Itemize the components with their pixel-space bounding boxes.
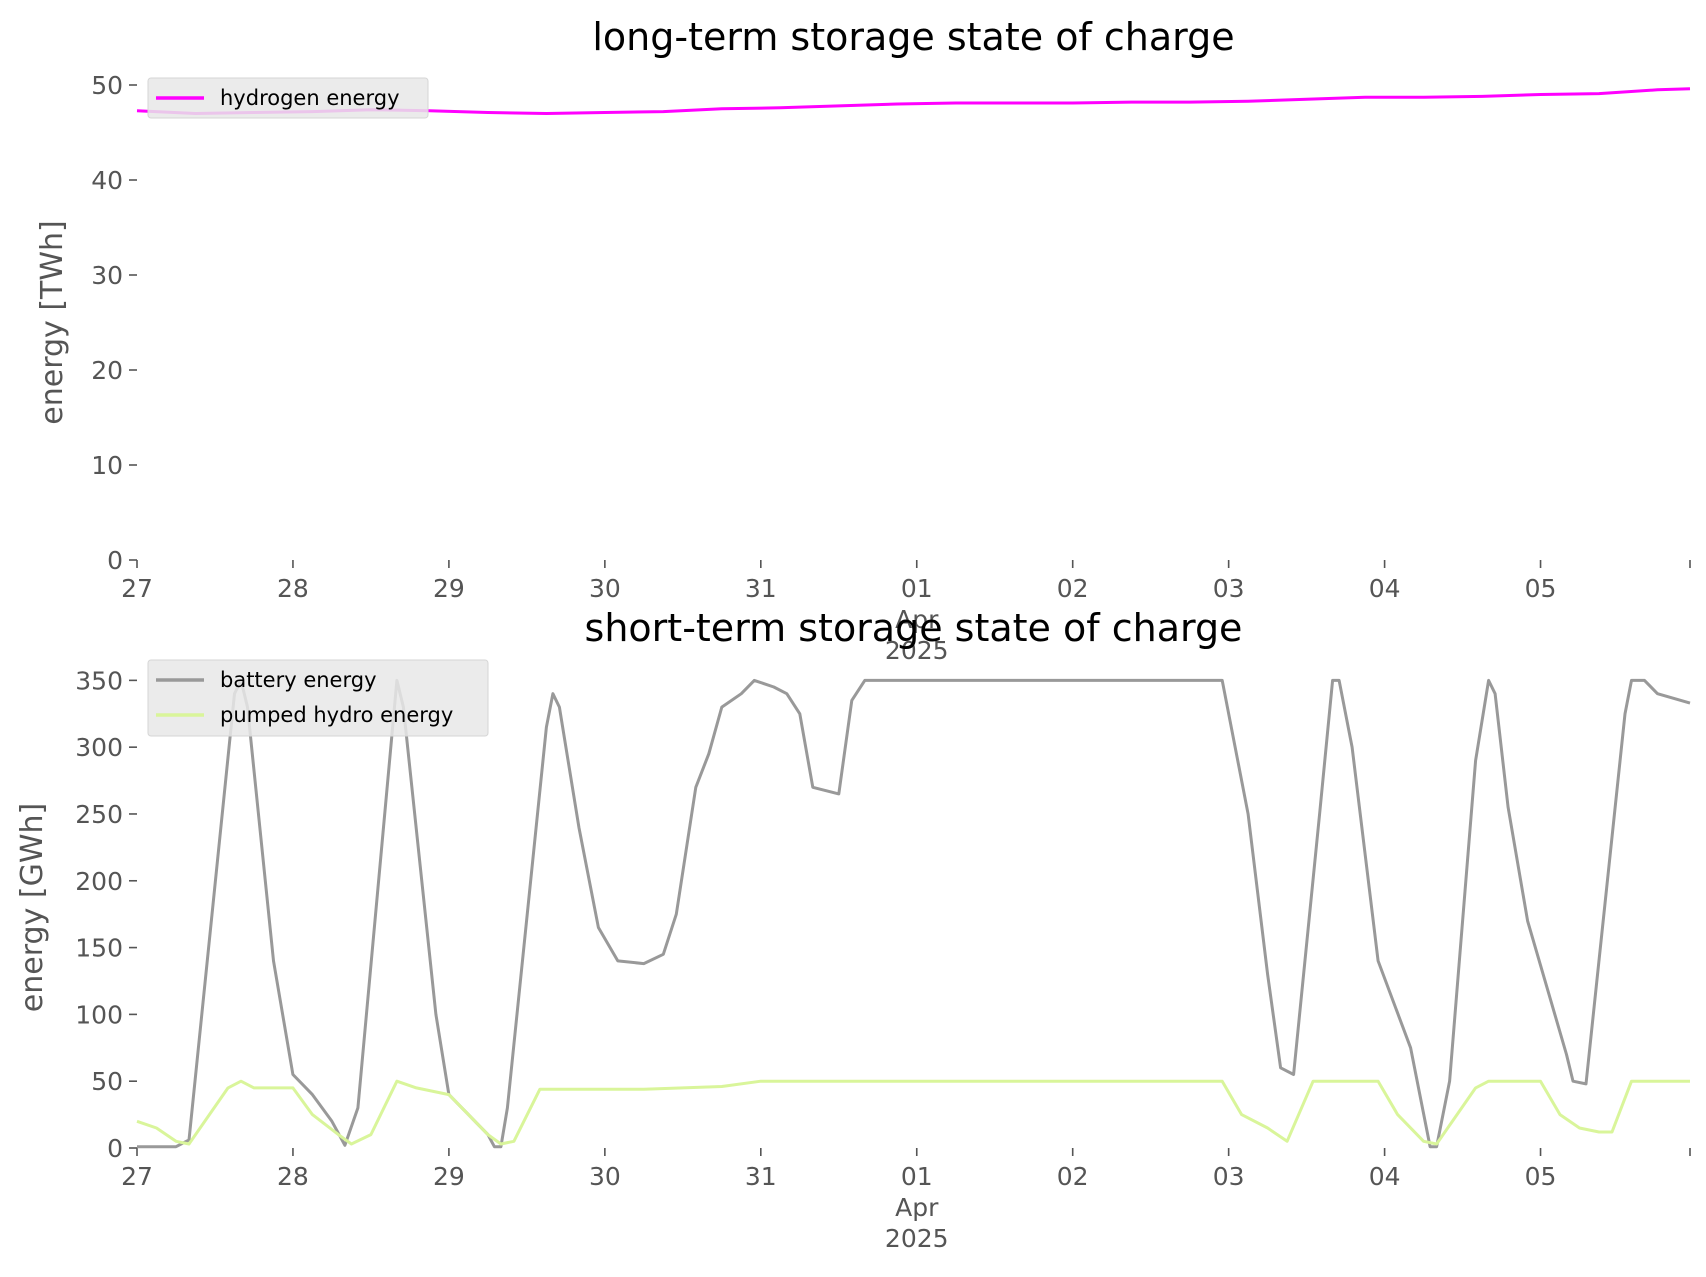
series-line <box>136 1079 1690 1146</box>
x-tick-label: 04 <box>1369 1162 1401 1191</box>
x-tick-label: 30 <box>589 574 621 603</box>
y-tick-label: 0 <box>107 1134 123 1163</box>
x-tick-label: 01 <box>901 574 933 603</box>
legend-label: battery energy <box>220 668 377 692</box>
y-tick-label: 10 <box>91 451 123 480</box>
series-line <box>137 678 1691 1149</box>
x-tick-sublabel: Apr <box>895 605 939 634</box>
y-axis-label: energy [GWh] <box>15 803 50 1012</box>
x-tick-label: 05 <box>1525 1162 1557 1191</box>
x-tick-label: 28 <box>277 574 309 603</box>
y-tick-label: 20 <box>91 356 123 385</box>
y-tick-label: 350 <box>75 666 123 695</box>
x-tick-label: 02 <box>1057 574 1089 603</box>
y-tick-label: 50 <box>91 1067 123 1096</box>
x-tick-label: 29 <box>433 574 465 603</box>
x-tick-label: 27 <box>121 574 153 603</box>
x-tick-label: 31 <box>745 1162 777 1191</box>
x-tick-label: 04 <box>1369 574 1401 603</box>
y-tick-label: 250 <box>75 800 123 829</box>
x-tick-label: 27 <box>121 1162 153 1191</box>
x-tick-label: 28 <box>277 1162 309 1191</box>
x-tick-sublabel: Apr <box>895 1193 939 1222</box>
legend: hydrogen energy <box>147 77 429 119</box>
chart-title: long-term storage state of charge <box>592 15 1234 59</box>
x-tick-sublabel: 2025 <box>885 636 949 665</box>
y-tick-label: 40 <box>91 166 123 195</box>
x-tick-label: 29 <box>433 1162 465 1191</box>
long-term-storage-panel: long-term storage state of charge energy… <box>35 15 1691 665</box>
y-axis: 0 50 100 150 200 250 300 350 <box>75 666 137 1163</box>
x-tick-label: 05 <box>1525 574 1557 603</box>
x-tick-label: 03 <box>1213 1162 1245 1191</box>
x-tick-label: 30 <box>589 1162 621 1191</box>
x-tick-label: 03 <box>1213 574 1245 603</box>
chart-title: short-term storage state of charge <box>585 606 1243 650</box>
short-term-storage-panel: short-term storage state of charge energ… <box>15 606 1691 1253</box>
legend-label: hydrogen energy <box>220 86 400 110</box>
y-tick-label: 30 <box>91 261 123 290</box>
legend: battery energy pumped hydro energy <box>147 659 489 737</box>
y-tick-label: 200 <box>75 867 123 896</box>
plot-area <box>136 678 1691 1149</box>
legend-box <box>147 77 429 119</box>
x-tick-label: 01 <box>901 1162 933 1191</box>
legend-label: pumped hydro energy <box>220 703 453 727</box>
x-tick-label: 02 <box>1057 1162 1089 1191</box>
x-tick-label: 31 <box>745 574 777 603</box>
legend-box <box>147 659 489 737</box>
y-axis-label: energy [TWh] <box>35 220 70 424</box>
x-tick-sublabel: 2025 <box>885 1224 949 1253</box>
y-tick-label: 150 <box>75 934 123 963</box>
y-tick-label: 100 <box>75 1000 123 1029</box>
y-tick-label: 50 <box>91 71 123 100</box>
y-tick-label: 0 <box>107 546 123 575</box>
y-tick-label: 300 <box>75 733 123 762</box>
y-axis: 0 10 20 30 40 50 <box>91 71 137 575</box>
